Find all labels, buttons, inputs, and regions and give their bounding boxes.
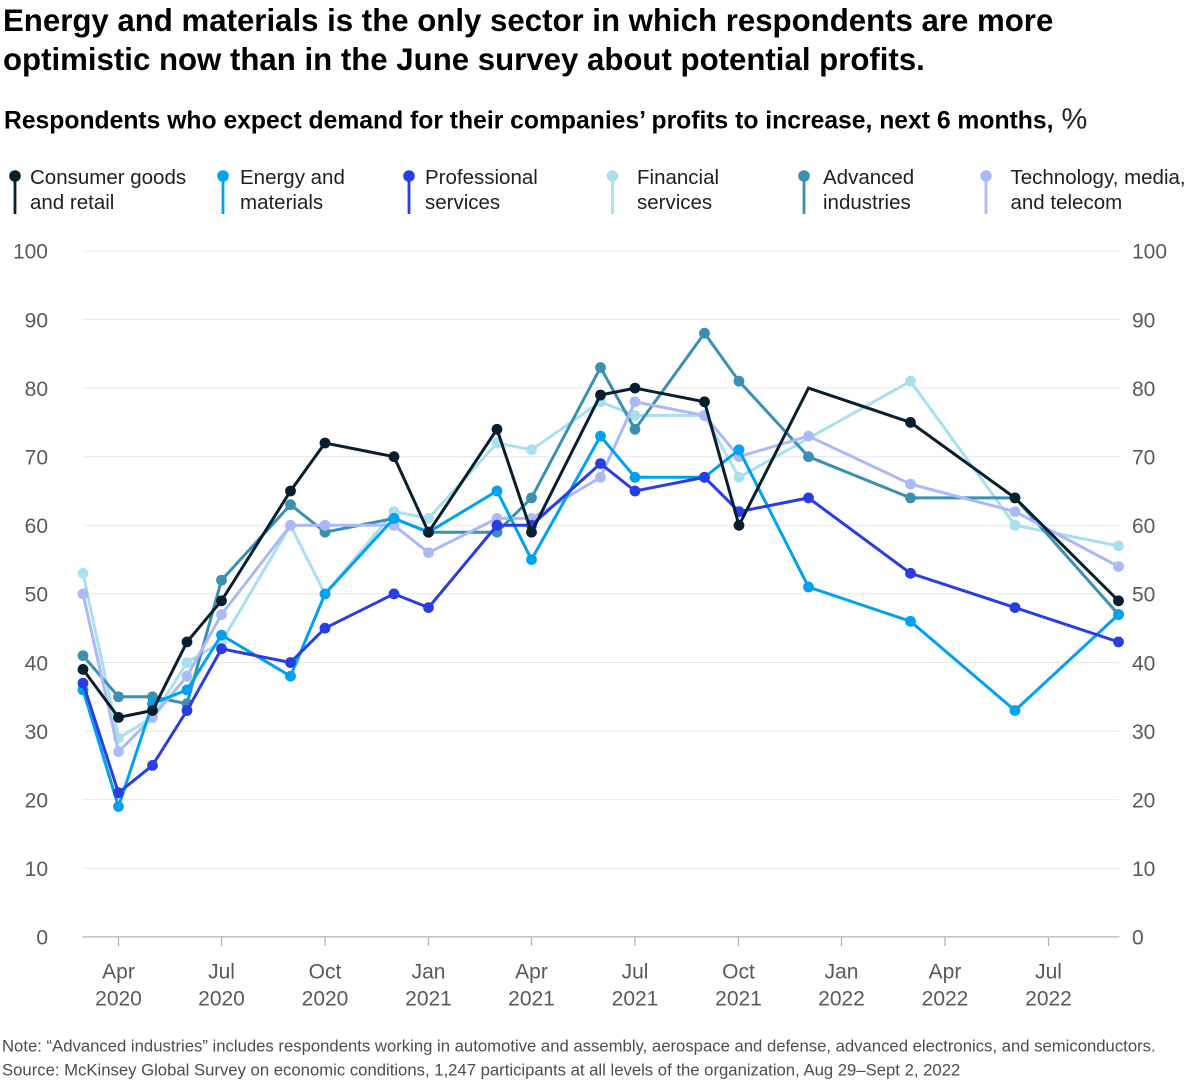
svg-text:Oct: Oct bbox=[309, 961, 342, 984]
svg-text:2022: 2022 bbox=[818, 988, 865, 1011]
svg-text:Apr: Apr bbox=[929, 961, 962, 984]
svg-text:40: 40 bbox=[25, 652, 48, 675]
svg-text:30: 30 bbox=[25, 721, 48, 744]
svg-text:Energy and: Energy and bbox=[240, 166, 345, 189]
svg-text:Professional: Professional bbox=[425, 166, 538, 189]
svg-text:20: 20 bbox=[25, 790, 48, 813]
svg-text:40: 40 bbox=[1132, 652, 1155, 675]
svg-text:2021: 2021 bbox=[405, 988, 452, 1011]
svg-text:20: 20 bbox=[1132, 790, 1155, 813]
svg-text:50: 50 bbox=[1132, 584, 1155, 607]
svg-text:Jul: Jul bbox=[1035, 961, 1062, 984]
svg-text:and retail: and retail bbox=[30, 191, 114, 214]
svg-text:Jan: Jan bbox=[825, 961, 859, 984]
svg-text:Apr: Apr bbox=[102, 961, 135, 984]
svg-text:0: 0 bbox=[36, 927, 48, 950]
svg-text:10: 10 bbox=[25, 858, 48, 881]
svg-text:80: 80 bbox=[25, 378, 48, 401]
svg-text:materials: materials bbox=[240, 191, 323, 214]
svg-text:90: 90 bbox=[1132, 309, 1155, 332]
svg-text:Technology, media,: Technology, media, bbox=[1011, 166, 1186, 189]
svg-text:70: 70 bbox=[25, 447, 48, 470]
svg-text:100: 100 bbox=[1132, 241, 1167, 264]
svg-text:2022: 2022 bbox=[1025, 988, 1072, 1011]
svg-text:Apr: Apr bbox=[515, 961, 548, 984]
svg-text:optimistic now than in the Jun: optimistic now than in the June survey a… bbox=[3, 42, 925, 77]
svg-text:2021: 2021 bbox=[612, 988, 659, 1011]
svg-text:60: 60 bbox=[1132, 515, 1155, 538]
svg-text:2022: 2022 bbox=[922, 988, 969, 1011]
svg-text:Jul: Jul bbox=[622, 961, 649, 984]
svg-text:30: 30 bbox=[1132, 721, 1155, 744]
svg-text:Financial: Financial bbox=[637, 166, 719, 189]
svg-text:0: 0 bbox=[1132, 927, 1144, 950]
svg-text:90: 90 bbox=[25, 309, 48, 332]
svg-text:Note: “Advanced industries” in: Note: “Advanced industries” includes res… bbox=[2, 1037, 1156, 1056]
svg-text:services: services bbox=[637, 191, 712, 214]
svg-text:100: 100 bbox=[13, 241, 48, 264]
svg-text:Energy and materials is the on: Energy and materials is the only sector … bbox=[3, 3, 1053, 38]
svg-text:services: services bbox=[425, 191, 500, 214]
svg-text:and telecom: and telecom bbox=[1011, 191, 1123, 214]
svg-text:Advanced: Advanced bbox=[823, 166, 914, 189]
svg-text:industries: industries bbox=[823, 191, 911, 214]
svg-text:Jan: Jan bbox=[412, 961, 446, 984]
svg-text:10: 10 bbox=[1132, 858, 1155, 881]
svg-text:50: 50 bbox=[25, 584, 48, 607]
svg-text:70: 70 bbox=[1132, 447, 1155, 470]
svg-text:2021: 2021 bbox=[715, 988, 762, 1011]
svg-text:2021: 2021 bbox=[508, 988, 555, 1011]
svg-text:Respondents who expect demand: Respondents who expect demand for their … bbox=[4, 104, 1087, 136]
svg-text:80: 80 bbox=[1132, 378, 1155, 401]
svg-text:2020: 2020 bbox=[302, 988, 349, 1011]
svg-text:Consumer goods: Consumer goods bbox=[30, 166, 186, 189]
svg-text:2020: 2020 bbox=[198, 988, 245, 1011]
svg-text:Source: McKinsey Global Survey: Source: McKinsey Global Survey on econom… bbox=[2, 1061, 960, 1080]
svg-text:Jul: Jul bbox=[208, 961, 235, 984]
svg-text:Oct: Oct bbox=[722, 961, 755, 984]
svg-text:2020: 2020 bbox=[95, 988, 142, 1011]
svg-text:60: 60 bbox=[25, 515, 48, 538]
